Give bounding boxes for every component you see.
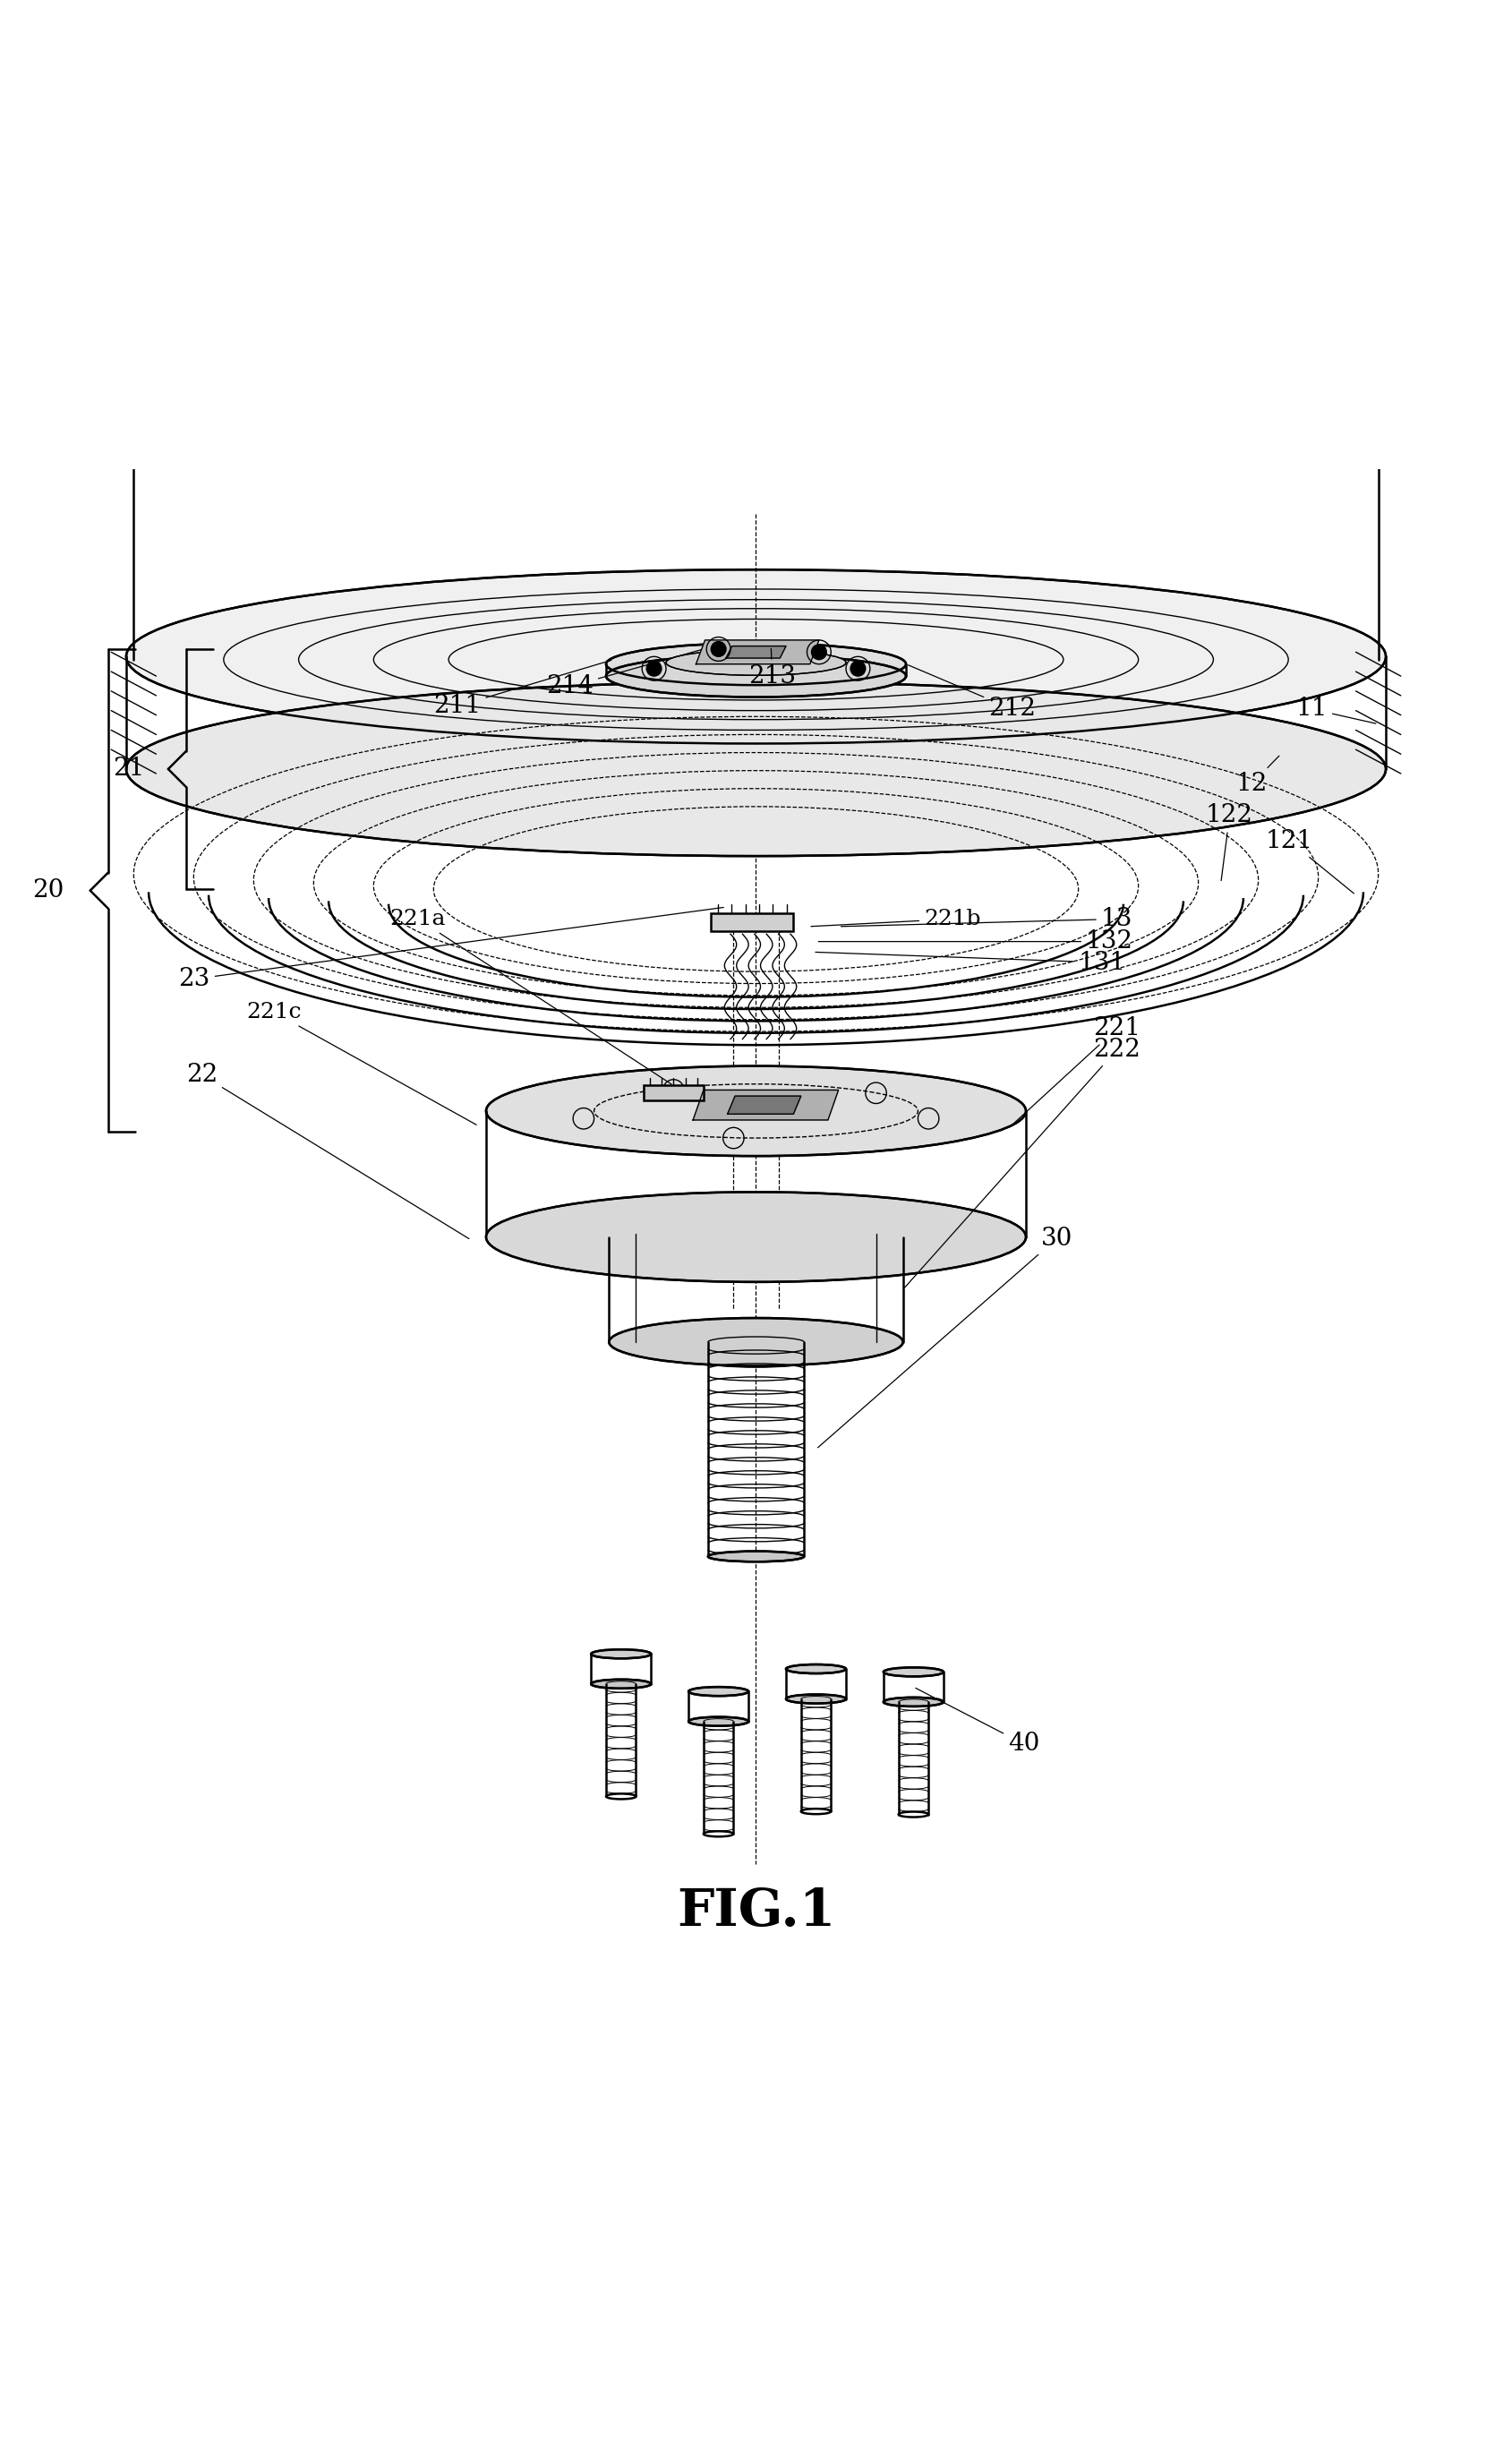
- Bar: [711, 914, 794, 931]
- Text: 131: 131: [815, 951, 1126, 975]
- Ellipse shape: [688, 1716, 748, 1726]
- Text: 12: 12: [1235, 756, 1279, 797]
- Polygon shape: [696, 641, 820, 663]
- Text: 11: 11: [1296, 697, 1376, 724]
- Text: FIG.1: FIG.1: [676, 1887, 836, 1936]
- Ellipse shape: [485, 1192, 1027, 1282]
- Text: 214: 214: [546, 651, 702, 700]
- Ellipse shape: [125, 683, 1387, 856]
- Text: 122: 122: [1207, 805, 1253, 880]
- Ellipse shape: [883, 1697, 943, 1707]
- Ellipse shape: [786, 1665, 847, 1672]
- Text: 121: 121: [1266, 829, 1353, 892]
- Text: 221a: 221a: [390, 909, 671, 1085]
- Ellipse shape: [485, 1065, 1027, 1156]
- Text: 221b: 221b: [810, 909, 981, 929]
- Ellipse shape: [688, 1687, 748, 1697]
- Polygon shape: [726, 646, 786, 658]
- Circle shape: [711, 641, 726, 656]
- Ellipse shape: [883, 1668, 943, 1677]
- Polygon shape: [727, 1097, 801, 1114]
- Text: 213: 213: [748, 649, 795, 688]
- Text: 211: 211: [434, 661, 611, 719]
- Bar: [644, 1085, 703, 1100]
- Ellipse shape: [786, 1694, 847, 1704]
- Text: 132: 132: [818, 929, 1134, 953]
- Text: 212: 212: [909, 666, 1036, 722]
- Text: 30: 30: [818, 1226, 1072, 1448]
- Circle shape: [850, 661, 865, 675]
- Ellipse shape: [609, 1319, 903, 1365]
- Text: 222: 222: [904, 1039, 1140, 1287]
- Ellipse shape: [606, 644, 906, 685]
- Text: 221: 221: [1013, 1017, 1142, 1124]
- Ellipse shape: [708, 1551, 804, 1563]
- Text: 22: 22: [186, 1063, 469, 1239]
- Text: 23: 23: [178, 907, 724, 992]
- Ellipse shape: [591, 1680, 652, 1690]
- Text: 40: 40: [916, 1687, 1040, 1755]
- Text: 21: 21: [113, 756, 145, 780]
- Ellipse shape: [591, 1651, 652, 1658]
- Ellipse shape: [125, 570, 1387, 744]
- Polygon shape: [692, 1090, 839, 1119]
- Circle shape: [812, 644, 827, 661]
- Circle shape: [647, 661, 662, 675]
- Ellipse shape: [606, 656, 906, 697]
- Text: 221c: 221c: [246, 1002, 476, 1124]
- Ellipse shape: [665, 651, 847, 675]
- Text: 20: 20: [32, 878, 64, 902]
- Text: 13: 13: [841, 907, 1132, 931]
